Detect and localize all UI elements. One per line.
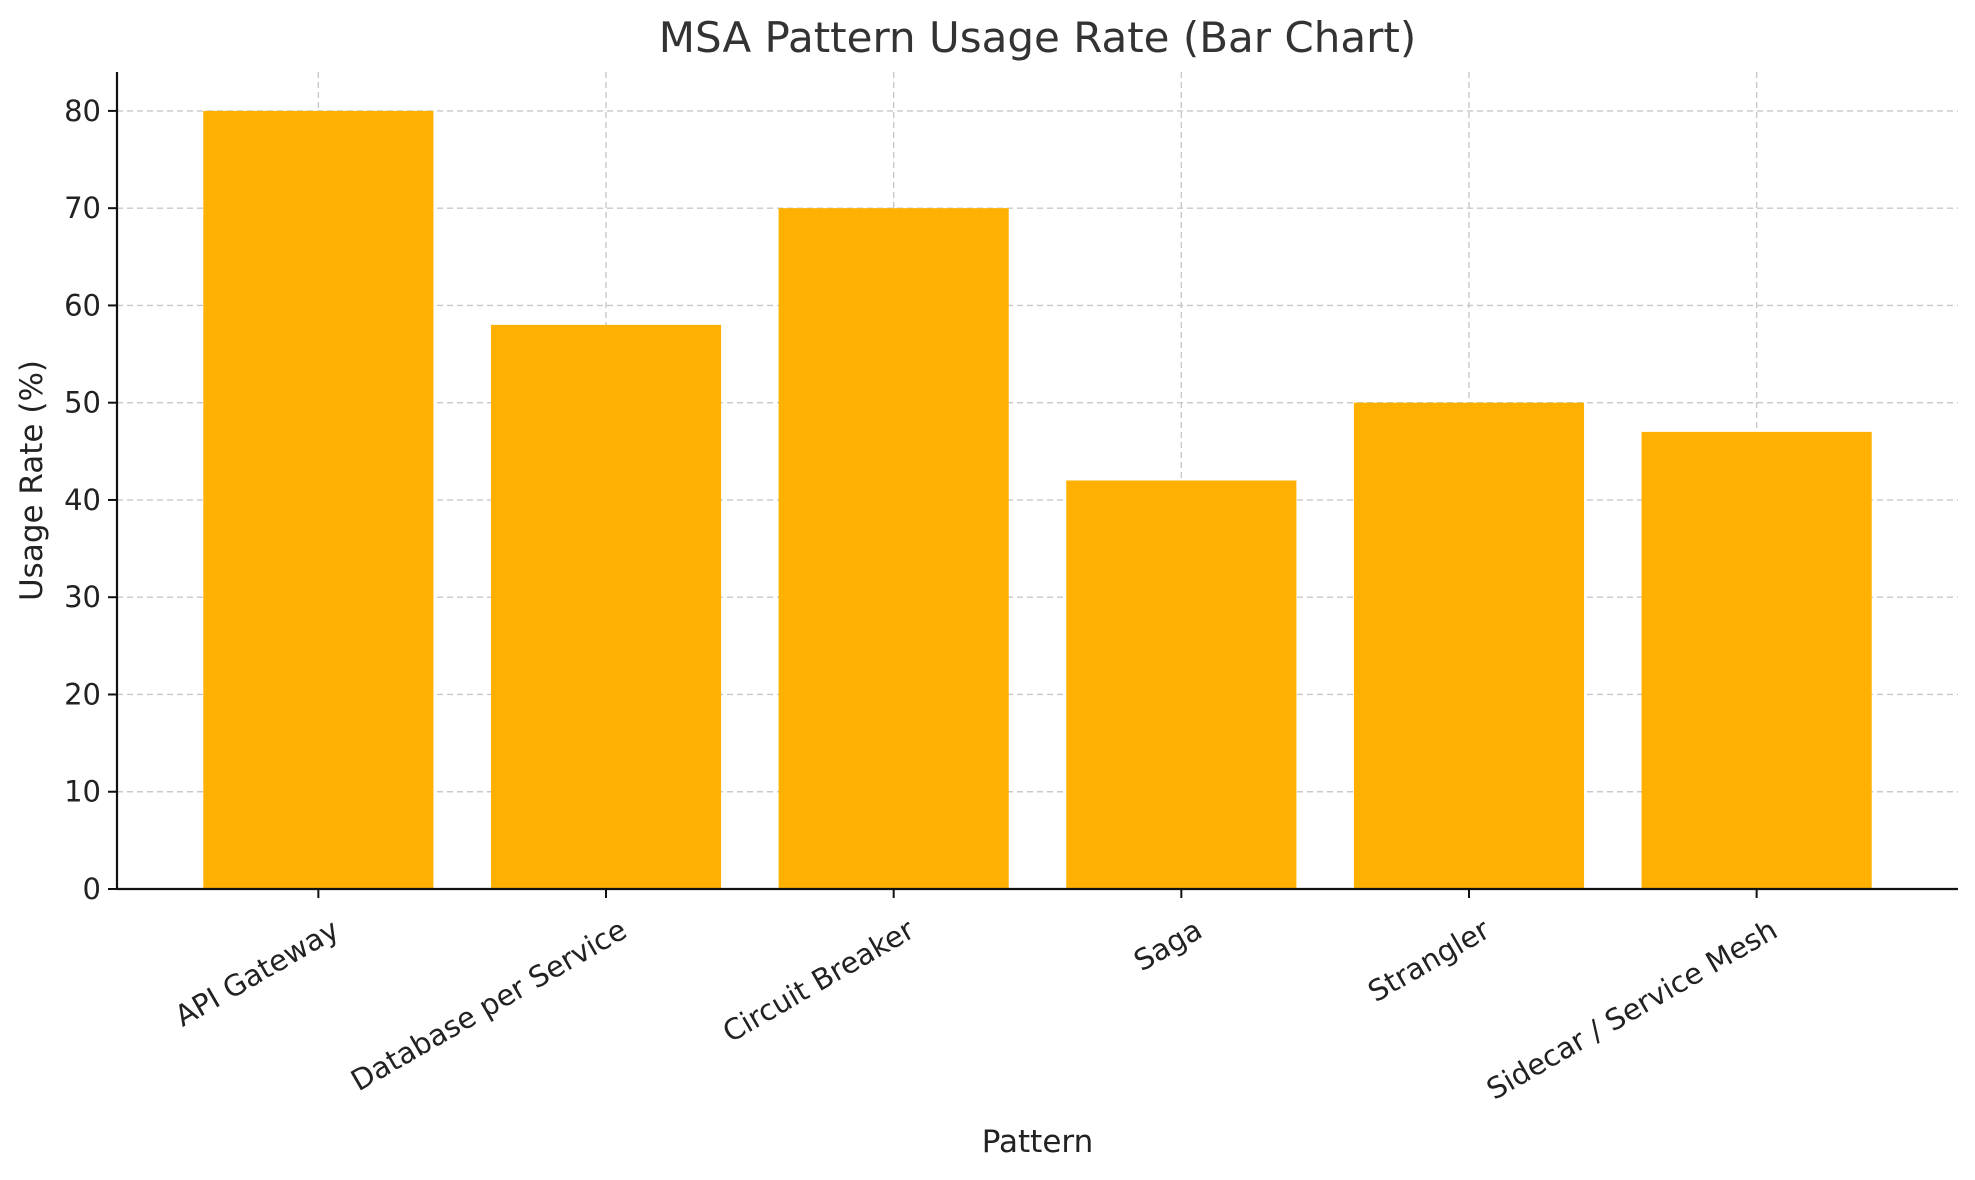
bars	[203, 110, 1872, 889]
y-tick-label: 70	[64, 191, 101, 225]
x-axis-label: Pattern	[982, 1124, 1094, 1160]
x-tick-label: Saga	[1128, 912, 1208, 978]
bar	[203, 110, 434, 889]
bar	[778, 208, 1009, 889]
y-tick-label: 60	[64, 288, 101, 322]
x-tick-label: Sidecar / Service Mesh	[1481, 912, 1783, 1106]
x-tick-label: Strangler	[1362, 912, 1495, 1009]
y-tick-label: 30	[64, 580, 101, 614]
x-tick-label: Circuit Breaker	[717, 912, 920, 1049]
y-tick-label: 0	[83, 872, 101, 906]
y-ticks: 0 10 20 30 40 50 60 70 80	[64, 94, 117, 906]
bar	[1353, 402, 1585, 889]
y-tick-label: 20	[64, 677, 101, 711]
y-tick-label: 80	[64, 94, 101, 128]
x-tick-label: API Gateway	[169, 912, 345, 1033]
x-ticks: API Gateway Database per Service Circuit B…	[169, 889, 1783, 1106]
y-tick-label: 10	[64, 775, 101, 809]
y-tick-label: 40	[64, 483, 101, 517]
y-axis-label: Usage Rate (%)	[14, 360, 50, 601]
x-tick-label: Database per Service	[345, 912, 632, 1098]
chart-title: MSA Pattern Usage Rate (Bar Chart)	[659, 13, 1416, 62]
bar	[1641, 431, 1872, 889]
bar	[1066, 480, 1297, 889]
bar	[490, 324, 722, 889]
y-tick-label: 50	[64, 386, 101, 420]
